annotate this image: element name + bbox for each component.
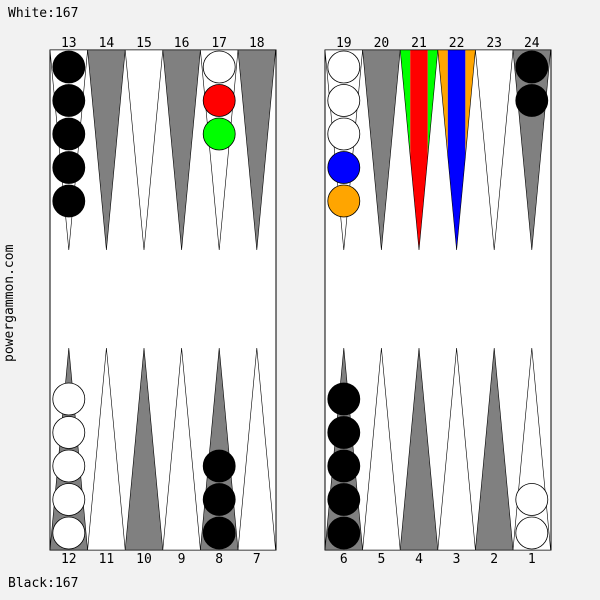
black-checker[interactable]: [327, 416, 361, 449]
point-21-stripe: [410, 50, 428, 250]
white-checker[interactable]: [327, 50, 361, 84]
point-11[interactable]: [87, 347, 126, 551]
black-checker[interactable]: [202, 483, 236, 516]
point-5[interactable]: [362, 347, 401, 551]
white-checker[interactable]: [202, 50, 236, 84]
right-board: [324, 49, 552, 551]
white-checker[interactable]: [52, 516, 86, 550]
point-label-3: 3: [453, 552, 461, 567]
black-checker[interactable]: [52, 50, 86, 84]
white-score: White:167: [8, 6, 79, 21]
point-label-19: 19: [336, 36, 352, 51]
point-label-16: 16: [174, 36, 190, 51]
point-18[interactable]: [237, 49, 276, 251]
white-checker[interactable]: [52, 416, 86, 449]
point-label-8: 8: [215, 552, 223, 567]
black-checker[interactable]: [327, 483, 361, 516]
point-14[interactable]: [87, 49, 126, 251]
point-label-21: 21: [411, 36, 427, 51]
black-checker[interactable]: [52, 151, 86, 184]
point-label-5: 5: [377, 552, 385, 567]
white-checker[interactable]: [52, 382, 86, 416]
point-21[interactable]: [399, 49, 439, 251]
point-label-2: 2: [490, 552, 498, 567]
point-3[interactable]: [437, 347, 476, 551]
point-label-13: 13: [61, 36, 77, 51]
point-label-18: 18: [249, 36, 265, 51]
white-checker[interactable]: [515, 516, 549, 550]
point-23[interactable]: [475, 49, 514, 251]
point-20[interactable]: [362, 49, 401, 251]
point-label-22: 22: [449, 36, 465, 51]
green-checker[interactable]: [202, 117, 236, 151]
point-2[interactable]: [475, 347, 514, 551]
black-checker[interactable]: [515, 50, 549, 84]
white-checker[interactable]: [52, 483, 86, 516]
black-checker[interactable]: [327, 382, 361, 416]
blue-checker[interactable]: [327, 151, 361, 184]
point-label-10: 10: [136, 552, 152, 567]
point-4[interactable]: [399, 347, 439, 551]
point-label-1: 1: [528, 552, 536, 567]
point-label-14: 14: [99, 36, 115, 51]
point-label-9: 9: [178, 552, 186, 567]
orange-checker[interactable]: [327, 184, 361, 218]
point-label-7: 7: [253, 552, 261, 567]
black-score: Black:167: [8, 576, 79, 591]
white-checker[interactable]: [327, 84, 361, 117]
black-checker[interactable]: [52, 84, 86, 117]
white-checker[interactable]: [52, 449, 86, 483]
point-label-6: 6: [340, 552, 348, 567]
point-label-17: 17: [211, 36, 227, 51]
point-9[interactable]: [162, 347, 201, 551]
point-label-15: 15: [136, 36, 152, 51]
point-label-20: 20: [374, 36, 390, 51]
checkers-layer[interactable]: [52, 50, 549, 550]
red-checker[interactable]: [202, 84, 236, 117]
point-15[interactable]: [124, 49, 164, 251]
black-checker[interactable]: [327, 516, 361, 550]
point-16[interactable]: [162, 49, 201, 251]
black-checker[interactable]: [327, 449, 361, 483]
black-checker[interactable]: [202, 449, 236, 483]
black-checker[interactable]: [515, 84, 549, 117]
white-checker[interactable]: [327, 117, 361, 151]
point-label-12: 12: [61, 552, 77, 567]
point-label-24: 24: [524, 36, 540, 51]
point-10[interactable]: [124, 347, 164, 551]
point-label-23: 23: [486, 36, 502, 51]
point-label-11: 11: [99, 552, 115, 567]
point-label-4: 4: [415, 552, 423, 567]
black-checker[interactable]: [52, 117, 86, 151]
black-checker[interactable]: [52, 184, 86, 218]
point-22-stripe: [447, 50, 466, 250]
left-board: [49, 49, 277, 551]
white-checker[interactable]: [515, 483, 549, 516]
point-22[interactable]: [437, 49, 476, 251]
black-checker[interactable]: [202, 516, 236, 550]
point-7[interactable]: [237, 347, 276, 551]
